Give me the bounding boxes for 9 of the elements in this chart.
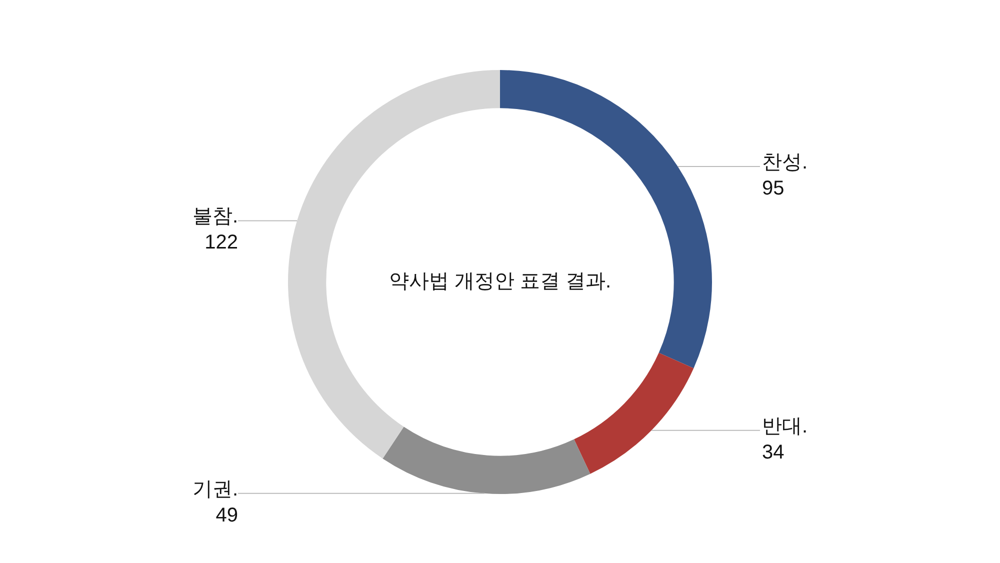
- data-label: 49: [216, 504, 238, 526]
- slice-label: 불참.: [192, 206, 238, 228]
- slice-label: 반대.: [762, 415, 808, 438]
- data-label: 95: [762, 178, 784, 200]
- slice-label: 찬성.: [762, 152, 808, 174]
- text: 약사법 개정안 표결 결과.: [388, 270, 612, 293]
- slice-label: 기권.: [192, 478, 238, 500]
- data-label: 122: [204, 232, 238, 254]
- data-label: 34: [762, 441, 784, 464]
